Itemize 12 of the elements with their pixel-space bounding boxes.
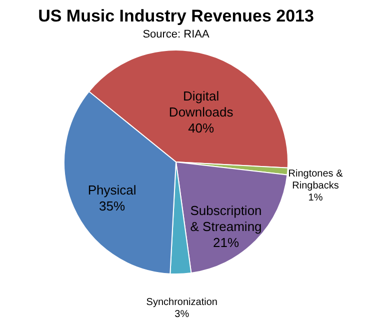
slice-label: Synchronization [146,296,218,308]
slice-label: Digital Downloads [168,88,234,120]
chart-subtitle: Source: RIAA [142,28,210,40]
data-label: 3% [174,308,190,320]
data-label: 1% [308,192,323,204]
data-label: 21% [212,234,240,250]
data-label: 40% [188,120,215,136]
chart-title: US Music Industry Revenues 2013 [38,6,314,26]
slice-label: Subscription & Streaming [190,202,262,234]
slice-label: Physical [88,182,136,198]
slice-label: Ringtones & Ringbacks [288,168,344,192]
data-label: 35% [99,198,126,214]
